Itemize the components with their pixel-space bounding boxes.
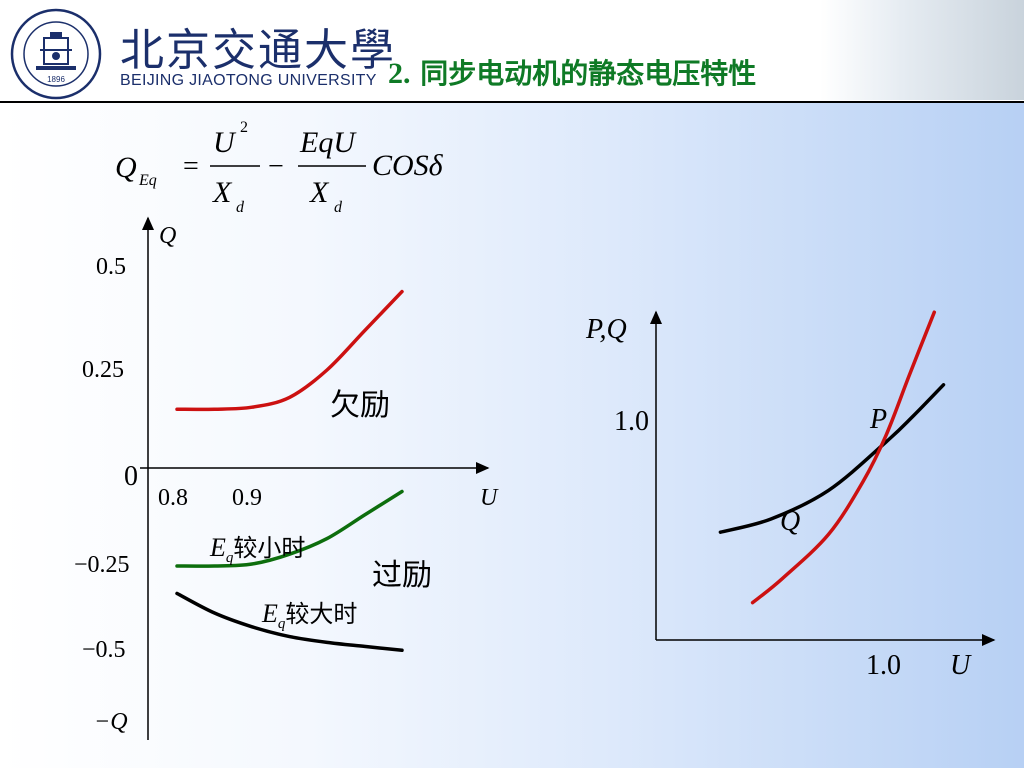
label-over-excitation: 过励 [372,558,432,593]
left-x-tick-0: 0.8 [158,485,188,511]
university-seal-logo: 1896 [10,8,102,100]
label-under-excitation: 欠励 [330,388,390,423]
svg-text:1896: 1896 [47,75,65,84]
left-y-tick-5: −Q [94,709,128,735]
right-series-label-p: P [869,404,887,435]
left-y-tick-1: 0.25 [82,357,124,383]
right-x-tick-0: 1.0 [866,650,901,681]
left-series-line-0 [175,289,404,412]
university-name-chinese: 北京交通大學 [120,25,396,76]
left-x-tick-1: 0.9 [232,485,262,511]
label-eq-large-text: 较大时 [285,600,358,628]
left-y-tick-3: −0.25 [74,552,130,578]
left-series-line-2 [175,591,404,653]
left-y-tick-4: −0.5 [82,637,126,663]
left-x-axis-label: U [480,485,499,511]
slide-title: 2. 同步电动机的静态电压特性 [388,52,756,92]
university-name-english: BEIJING JIAOTONG UNIVERSITY [120,72,377,89]
right-y-tick-0: 1.0 [614,406,649,437]
left-y-tick-0: 0.5 [96,254,126,280]
label-eq-large-symbol: E [262,599,278,628]
left-y-axis-label: Q [159,223,176,249]
right-series-line-0 [718,383,946,534]
label-eq-small-subscript: q [225,549,234,566]
title-number: 2. [388,57,411,90]
title-text: 同步电动机的静态电压特性 [420,57,757,90]
header-bar: 1896 北京交通大學 BEIJING JIAOTONG UNIVERSITY … [0,0,1024,102]
label-eq-large-subscript: q [277,615,286,632]
label-eq-small-symbol: E [210,533,226,562]
label-eq-small: Eq较小时 [210,528,305,567]
left-series-line-1 [175,489,404,568]
label-eq-small-text: 较小时 [233,534,306,562]
header-divider [0,101,1024,103]
right-x-axis-label: U [950,650,972,681]
left-y-tick-2: 0 [124,461,138,492]
label-eq-large: Eq较大时 [262,594,357,633]
header-decoration [820,0,1024,100]
right-y-axis-label: P,Q [585,314,627,345]
right-series-label-q: Q [780,506,800,537]
right-series-line-1 [750,310,937,605]
